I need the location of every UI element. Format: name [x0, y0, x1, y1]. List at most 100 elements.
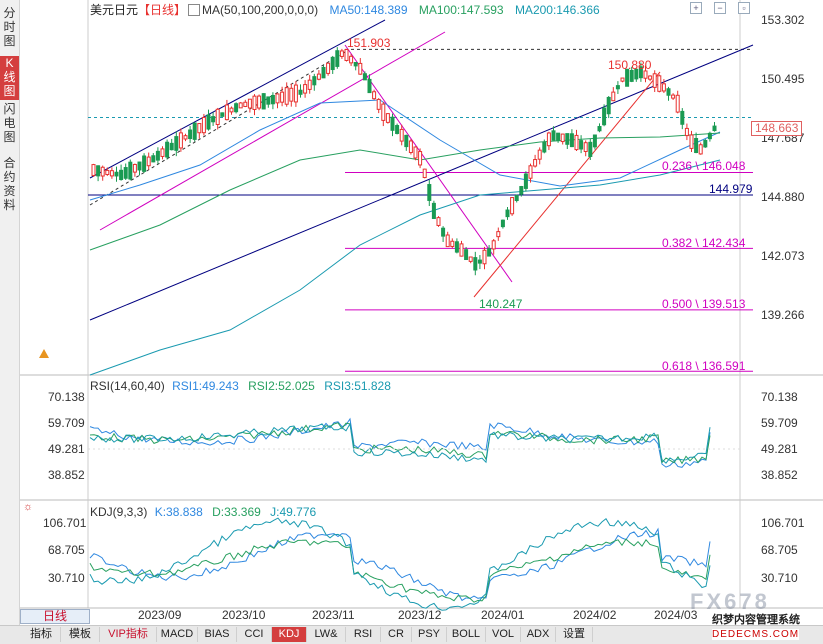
tab-cr[interactable]: CR: [381, 627, 412, 642]
candle: [247, 98, 252, 109]
ma200-value: MA200:146.366: [514, 3, 600, 17]
price-tick: 142.073: [761, 249, 805, 263]
kdj-j-value: J:49.776: [270, 505, 317, 519]
candle: [523, 173, 528, 189]
candle: [372, 91, 377, 100]
scroll-marker-icon[interactable]: [39, 349, 49, 358]
candle: [257, 95, 262, 109]
tab-adx[interactable]: ADX: [521, 627, 556, 642]
candle: [146, 156, 151, 167]
rsi-tick-right: 38.852: [761, 468, 798, 482]
tab-time-chart[interactable]: 分时图: [3, 6, 16, 48]
tab-kline-chart[interactable]: K线图: [0, 56, 19, 100]
candle: [445, 234, 450, 248]
rsi-header: RSI(14,60,40) RSI1:49.243 RSI2:52.025 RS…: [90, 379, 391, 393]
indicator-settings-icon[interactable]: [188, 4, 201, 16]
tab-cci[interactable]: CCI: [237, 627, 272, 642]
candle: [128, 161, 133, 180]
kline-chart-svg[interactable]: [20, 0, 823, 625]
tab-settings[interactable]: 设置: [556, 627, 593, 642]
tab-indicator[interactable]: 指标: [22, 627, 61, 642]
candle: [238, 102, 243, 109]
tab-boll[interactable]: BOLL: [447, 627, 486, 642]
candle: [643, 70, 648, 79]
candle: [174, 136, 179, 151]
candle: [151, 155, 156, 163]
candle: [528, 165, 533, 179]
price-tick: 139.266: [761, 308, 805, 322]
tab-template[interactable]: 模板: [61, 627, 100, 642]
candle: [165, 141, 170, 158]
fib-0500-label: 0.500 \ 139.513: [662, 297, 746, 311]
candle: [298, 89, 303, 95]
candle: [349, 55, 354, 64]
tab-lw[interactable]: LW&: [307, 627, 346, 642]
candle: [192, 122, 197, 140]
candle: [588, 141, 593, 157]
period-label: 【日线】: [138, 3, 187, 17]
candle: [436, 217, 441, 226]
watermark-url: DEDECMS.COM: [712, 629, 800, 640]
kdj-header: KDJ(9,3,3) K:38.838 D:33.369 J:49.776: [90, 505, 316, 519]
rsi-tick-left: 38.852: [48, 468, 85, 482]
candle: [671, 94, 676, 99]
candle: [376, 98, 381, 110]
sun-settings-icon[interactable]: ☼: [23, 501, 34, 513]
candle: [109, 170, 114, 177]
candle: [100, 166, 105, 177]
dashed-trend-line: [89, 51, 346, 206]
candle: [353, 62, 358, 67]
zoom-out-icon[interactable]: −: [714, 2, 726, 14]
candle: [275, 93, 280, 104]
candle: [505, 209, 510, 218]
candle: [303, 84, 308, 94]
candle: [579, 140, 584, 150]
fib-diagonal: [344, 44, 513, 283]
tab-contract-info[interactable]: 合约资料: [3, 156, 16, 212]
tab-vip-indicator[interactable]: VIP指标: [100, 627, 157, 642]
tab-bias[interactable]: BIAS: [198, 627, 237, 642]
symbol-name: 美元日元: [90, 3, 139, 17]
candle: [694, 137, 699, 154]
candle: [105, 169, 110, 176]
kdj-tick-left: 68.705: [48, 543, 85, 557]
candle: [335, 50, 340, 67]
candle: [280, 91, 285, 103]
tab-macd[interactable]: MACD: [157, 627, 198, 642]
candle: [326, 62, 331, 74]
tab-rsi[interactable]: RSI: [346, 627, 381, 642]
fib-0618-label: 0.618 \ 136.591: [662, 359, 746, 373]
price-tick: 144.880: [761, 190, 805, 204]
fullscreen-icon[interactable]: ▫: [738, 2, 750, 14]
rsi-tick-left: 49.281: [48, 442, 85, 456]
tab-vol[interactable]: VOL: [486, 627, 521, 642]
rsi1-line: [89, 417, 711, 468]
candle: [537, 149, 542, 160]
candle: [450, 240, 455, 247]
ma50-value: MA50:148.389: [329, 3, 408, 17]
candle: [597, 126, 602, 132]
kdj-j-line: [89, 517, 711, 611]
chart-area[interactable]: 美元日元【日线】 MA(50,100,200,0,0,0) MA50:148.38…: [20, 0, 823, 625]
candle: [293, 84, 298, 103]
candle: [418, 151, 423, 166]
candle: [169, 142, 174, 151]
candle: [427, 184, 432, 201]
period-selector[interactable]: 日线: [20, 609, 90, 624]
tab-kdj[interactable]: KDJ: [272, 627, 307, 642]
candle: [468, 256, 473, 262]
rsi3-line: [89, 422, 711, 464]
zoom-in-icon[interactable]: +: [690, 2, 702, 14]
candle: [574, 134, 579, 151]
candle: [266, 96, 271, 105]
kdj-d-line: [89, 538, 711, 603]
candle: [560, 133, 565, 143]
candle: [252, 95, 257, 111]
rsi-tick-right: 59.709: [761, 416, 798, 430]
tab-flash-chart[interactable]: 闪电图: [3, 102, 16, 144]
ma50-line: [89, 99, 721, 201]
candle: [477, 259, 482, 264]
rsi-tick-left: 59.709: [48, 416, 85, 430]
candle: [510, 197, 515, 215]
tab-psy[interactable]: PSY: [412, 627, 447, 642]
